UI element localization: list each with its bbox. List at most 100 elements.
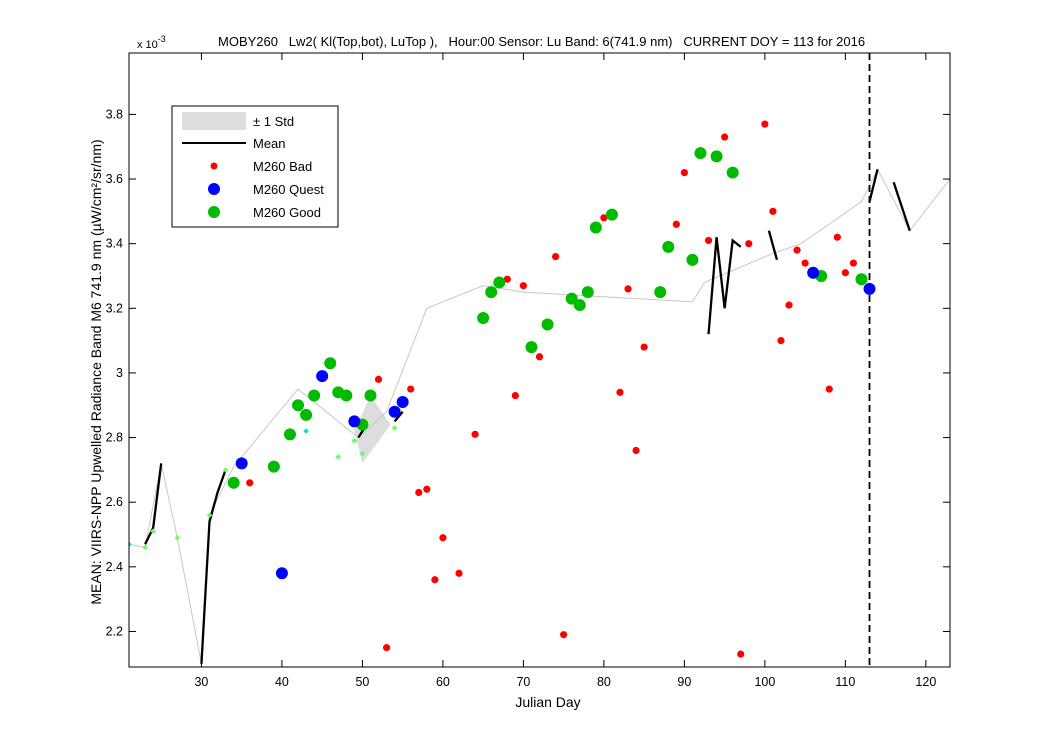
good-point bbox=[694, 147, 707, 160]
bad-point bbox=[551, 252, 560, 261]
legend-std-swatch bbox=[182, 112, 246, 130]
bad-point bbox=[246, 479, 254, 487]
light-green-point bbox=[222, 467, 229, 473]
legend-label-quest: M260 Quest bbox=[253, 182, 324, 197]
bad-point bbox=[737, 650, 745, 658]
good-point bbox=[726, 166, 739, 179]
bad-point bbox=[616, 388, 624, 396]
light-green-point bbox=[359, 450, 366, 457]
bad-point bbox=[624, 285, 632, 293]
y-tick-label: 3.2 bbox=[106, 301, 123, 315]
y-tick-label: 3.4 bbox=[106, 237, 123, 251]
x-tick-label: 70 bbox=[516, 675, 530, 689]
bad-point bbox=[439, 534, 447, 542]
bad-point bbox=[849, 259, 858, 267]
light-green-point bbox=[351, 437, 358, 444]
legend-label-bad: M260 Bad bbox=[253, 159, 312, 174]
good-point bbox=[308, 389, 321, 402]
bad-point bbox=[431, 576, 439, 584]
y-exponent-label: x 10-3 bbox=[137, 34, 166, 51]
std-band bbox=[354, 395, 391, 464]
quest-point bbox=[396, 396, 409, 409]
legend-bad-marker bbox=[210, 162, 218, 170]
bad-point bbox=[535, 353, 544, 361]
x-tick-label: 100 bbox=[754, 675, 775, 689]
legend-good-marker bbox=[208, 206, 220, 218]
x-tick-label: 80 bbox=[597, 675, 611, 689]
bad-point bbox=[415, 488, 423, 497]
good-point bbox=[324, 357, 337, 370]
good-point bbox=[283, 428, 296, 441]
bad-point bbox=[503, 275, 511, 283]
bad-point bbox=[680, 168, 688, 177]
good-point bbox=[477, 311, 490, 324]
cyan-point bbox=[129, 541, 132, 547]
y-tick-label: 2.2 bbox=[106, 624, 123, 638]
y-tick-label: 2.6 bbox=[106, 495, 123, 509]
x-tick-label: 110 bbox=[835, 675, 855, 689]
bad-point bbox=[519, 282, 528, 290]
bad-point bbox=[560, 631, 568, 639]
bad-point bbox=[777, 337, 785, 345]
good-point bbox=[525, 341, 538, 354]
x-tick-label: 90 bbox=[677, 675, 691, 689]
good-point bbox=[541, 318, 554, 331]
good-point bbox=[364, 389, 377, 402]
good-point bbox=[573, 299, 586, 312]
bad-point bbox=[793, 246, 801, 254]
mean-segment bbox=[892, 181, 911, 232]
chart-title: MOBY260 Lw2( Kl(Top,bot), LuTop ), Hour:… bbox=[218, 34, 865, 49]
good-point bbox=[654, 286, 667, 299]
quest-point bbox=[275, 567, 288, 580]
mean-segment bbox=[144, 463, 163, 545]
quest-point bbox=[863, 282, 876, 295]
legend: ± 1 Std Mean M260 Bad M260 Quest M260 Go… bbox=[171, 105, 339, 228]
axis-ticks: 30 40 50 60 70 80 90 100 110 120 2.2 2.4 2.6 2.8 3 3.2 3… bbox=[106, 53, 950, 689]
quest-point bbox=[235, 457, 248, 470]
bad-point bbox=[600, 214, 608, 222]
bad-point bbox=[721, 133, 729, 141]
bad-point bbox=[769, 207, 777, 215]
mean-segment bbox=[767, 230, 779, 261]
good-point bbox=[686, 253, 699, 266]
bad-point bbox=[455, 569, 463, 577]
y-exponent-power: -3 bbox=[158, 34, 166, 44]
x-tick-label: 30 bbox=[194, 675, 208, 689]
quest-point bbox=[316, 370, 329, 383]
quest-point bbox=[388, 405, 401, 418]
light-green-point bbox=[174, 534, 181, 541]
bad-point bbox=[833, 233, 841, 241]
quest-point bbox=[807, 266, 820, 279]
x-tick-label: 60 bbox=[436, 675, 450, 689]
legend-quest-marker bbox=[208, 183, 220, 195]
bad-point bbox=[785, 301, 793, 309]
good-point bbox=[227, 476, 240, 489]
y-tick-label: 2.8 bbox=[106, 431, 123, 445]
y-tick-label: 3 bbox=[116, 366, 123, 380]
bad-point bbox=[511, 391, 519, 400]
good-point bbox=[565, 292, 578, 305]
y-tick-label: 3.6 bbox=[106, 172, 123, 186]
plot-clip-group bbox=[129, 53, 950, 667]
legend-label-good: M260 Good bbox=[253, 205, 321, 220]
light-green-point bbox=[391, 425, 398, 431]
bad-point bbox=[704, 236, 713, 245]
mean-segment bbox=[393, 410, 404, 423]
bad-point bbox=[632, 446, 640, 455]
good-point bbox=[292, 399, 305, 412]
good-point bbox=[855, 273, 868, 286]
light-green-point bbox=[142, 544, 148, 551]
legend-label-mean: Mean bbox=[253, 136, 286, 151]
light-green-point bbox=[335, 454, 342, 460]
y-tick-label: 2.4 bbox=[106, 560, 123, 574]
bad-point bbox=[407, 385, 415, 393]
x-tick-label: 120 bbox=[915, 675, 936, 689]
good-point bbox=[485, 286, 498, 299]
good-point bbox=[300, 408, 313, 421]
x-tick-label: 40 bbox=[275, 675, 289, 689]
mean-segment bbox=[868, 169, 879, 202]
light-green-point bbox=[206, 512, 213, 518]
good-point bbox=[605, 208, 618, 221]
good-point bbox=[340, 389, 353, 402]
